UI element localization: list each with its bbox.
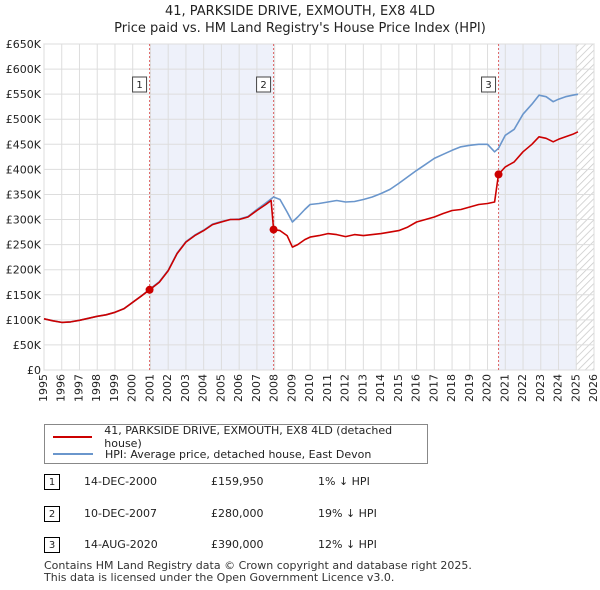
sale-price: £280,000 — [211, 507, 264, 520]
x-tick-label: 2018 — [445, 374, 458, 402]
x-tick-label: 2008 — [268, 374, 281, 402]
x-tick-label: 2015 — [392, 374, 405, 402]
chart-title: 41, PARKSIDE DRIVE, EXMOUTH, EX8 4LD — [164, 4, 436, 19]
x-tick-label: 1999 — [108, 374, 121, 402]
sale-period-shade — [498, 44, 577, 370]
x-tick-label: 2014 — [374, 374, 387, 402]
x-tick-label: 2007 — [250, 374, 263, 402]
y-tick-label: £200K — [6, 264, 42, 277]
legend-item-property: 41, PARKSIDE DRIVE, EXMOUTH, EX8 4LD (de… — [53, 424, 427, 450]
x-tick-label: 2010 — [303, 374, 316, 402]
sale-marker-badge: 3 — [44, 537, 60, 553]
price-chart: 1 2 3 £0 £50K £100K £150K £200K £250K £300K £350K £… — [6, 38, 600, 402]
sale-point — [269, 225, 278, 234]
sale-price: £390,000 — [211, 538, 264, 551]
x-tick-label: 2011 — [321, 374, 334, 402]
sale-point — [494, 170, 503, 179]
footer-licence: This data is licensed under the Open Gov… — [44, 571, 395, 584]
x-tick-label: 2019 — [463, 374, 476, 402]
x-tick-label: 2009 — [285, 374, 298, 402]
sale-label-box — [481, 76, 497, 93]
x-tick-label: 2012 — [339, 374, 352, 402]
y-tick-label: £350K — [6, 188, 42, 201]
x-tick-label: 2001 — [143, 374, 156, 402]
x-tick-label: 2026 — [587, 374, 600, 402]
x-tick-label: 2013 — [356, 374, 369, 402]
sale-price: £159,950 — [211, 475, 264, 488]
sale-label-box — [256, 76, 272, 93]
legend: 41, PARKSIDE DRIVE, EXMOUTH, EX8 4LD (de… — [44, 424, 428, 464]
x-tick-label: 1996 — [55, 374, 68, 402]
y-tick-label: £300K — [6, 214, 42, 227]
x-tick-label: 2017 — [427, 374, 440, 402]
y-tick-label: £50K — [13, 339, 42, 352]
y-tick-label: £100K — [6, 314, 42, 327]
x-tick-label: 2005 — [214, 374, 227, 402]
x-tick-label: 2020 — [481, 374, 494, 402]
x-tick-label: 2021 — [498, 374, 511, 402]
legend-label-property: 41, PARKSIDE DRIVE, EXMOUTH, EX8 4LD (de… — [104, 424, 393, 450]
chart-subtitle: Price paid vs. HM Land Registry's House … — [114, 21, 486, 36]
sale-period-shade — [149, 44, 274, 370]
y-tick-label: £650K — [6, 38, 42, 51]
legend-item-hpi: HPI: Average price, detached house, East… — [53, 447, 371, 461]
sale-marker-badge: 2 — [44, 506, 60, 522]
y-tick-label: £600K — [6, 63, 42, 76]
sale-label: 2 — [260, 80, 266, 91]
x-tick-label: 2006 — [232, 374, 245, 402]
sale-hpi-diff: 19% ↓ HPI — [318, 507, 377, 520]
x-tick-label: 2016 — [410, 374, 423, 402]
y-tick-label: £150K — [6, 289, 42, 302]
sale-label-box — [132, 76, 148, 93]
sale-label: 1 — [136, 80, 142, 91]
footer: Contains HM Land Registry data © Crown c… — [44, 560, 472, 584]
x-tick-label: 2023 — [534, 374, 547, 402]
y-tick-label: £450K — [6, 138, 42, 151]
legend-swatch-blue — [53, 453, 93, 455]
sale-hpi-diff: 12% ↓ HPI — [318, 538, 377, 551]
sale-hpi-diff: 1% ↓ HPI — [318, 475, 370, 488]
legend-label-hpi: HPI: Average price, detached house, East… — [105, 447, 372, 461]
y-tick-label: £550K — [6, 88, 42, 101]
y-tick-label: £250K — [6, 239, 42, 252]
sale-marker-badge: 1 — [44, 474, 60, 490]
y-tick-label: £0 — [27, 364, 41, 377]
sale-point — [145, 285, 154, 294]
sale-date: 14-DEC-2000 — [84, 475, 158, 488]
sale-date: 10-DEC-2007 — [84, 507, 158, 520]
x-tick-label: 2025 — [569, 374, 582, 402]
sale-date: 14-AUG-2020 — [84, 538, 158, 551]
x-tick-label: 2022 — [516, 374, 529, 402]
forecast-hatch — [576, 44, 594, 370]
x-tick-label: 2004 — [197, 374, 210, 402]
x-tick-label: 2002 — [161, 374, 174, 402]
y-tick-label: £500K — [6, 113, 42, 126]
x-tick-label: 2000 — [126, 374, 139, 402]
x-tick-label: 1997 — [72, 374, 85, 402]
legend-swatch-red — [53, 436, 93, 438]
y-tick-label: £400K — [6, 163, 42, 176]
x-tick-label: 2003 — [179, 374, 192, 402]
sale-label: 3 — [485, 80, 491, 91]
footer-copyright: Contains HM Land Registry data © Crown c… — [44, 559, 472, 572]
x-tick-label: 1995 — [37, 374, 50, 402]
x-tick-label: 2024 — [552, 374, 565, 402]
x-tick-label: 1998 — [90, 374, 103, 402]
